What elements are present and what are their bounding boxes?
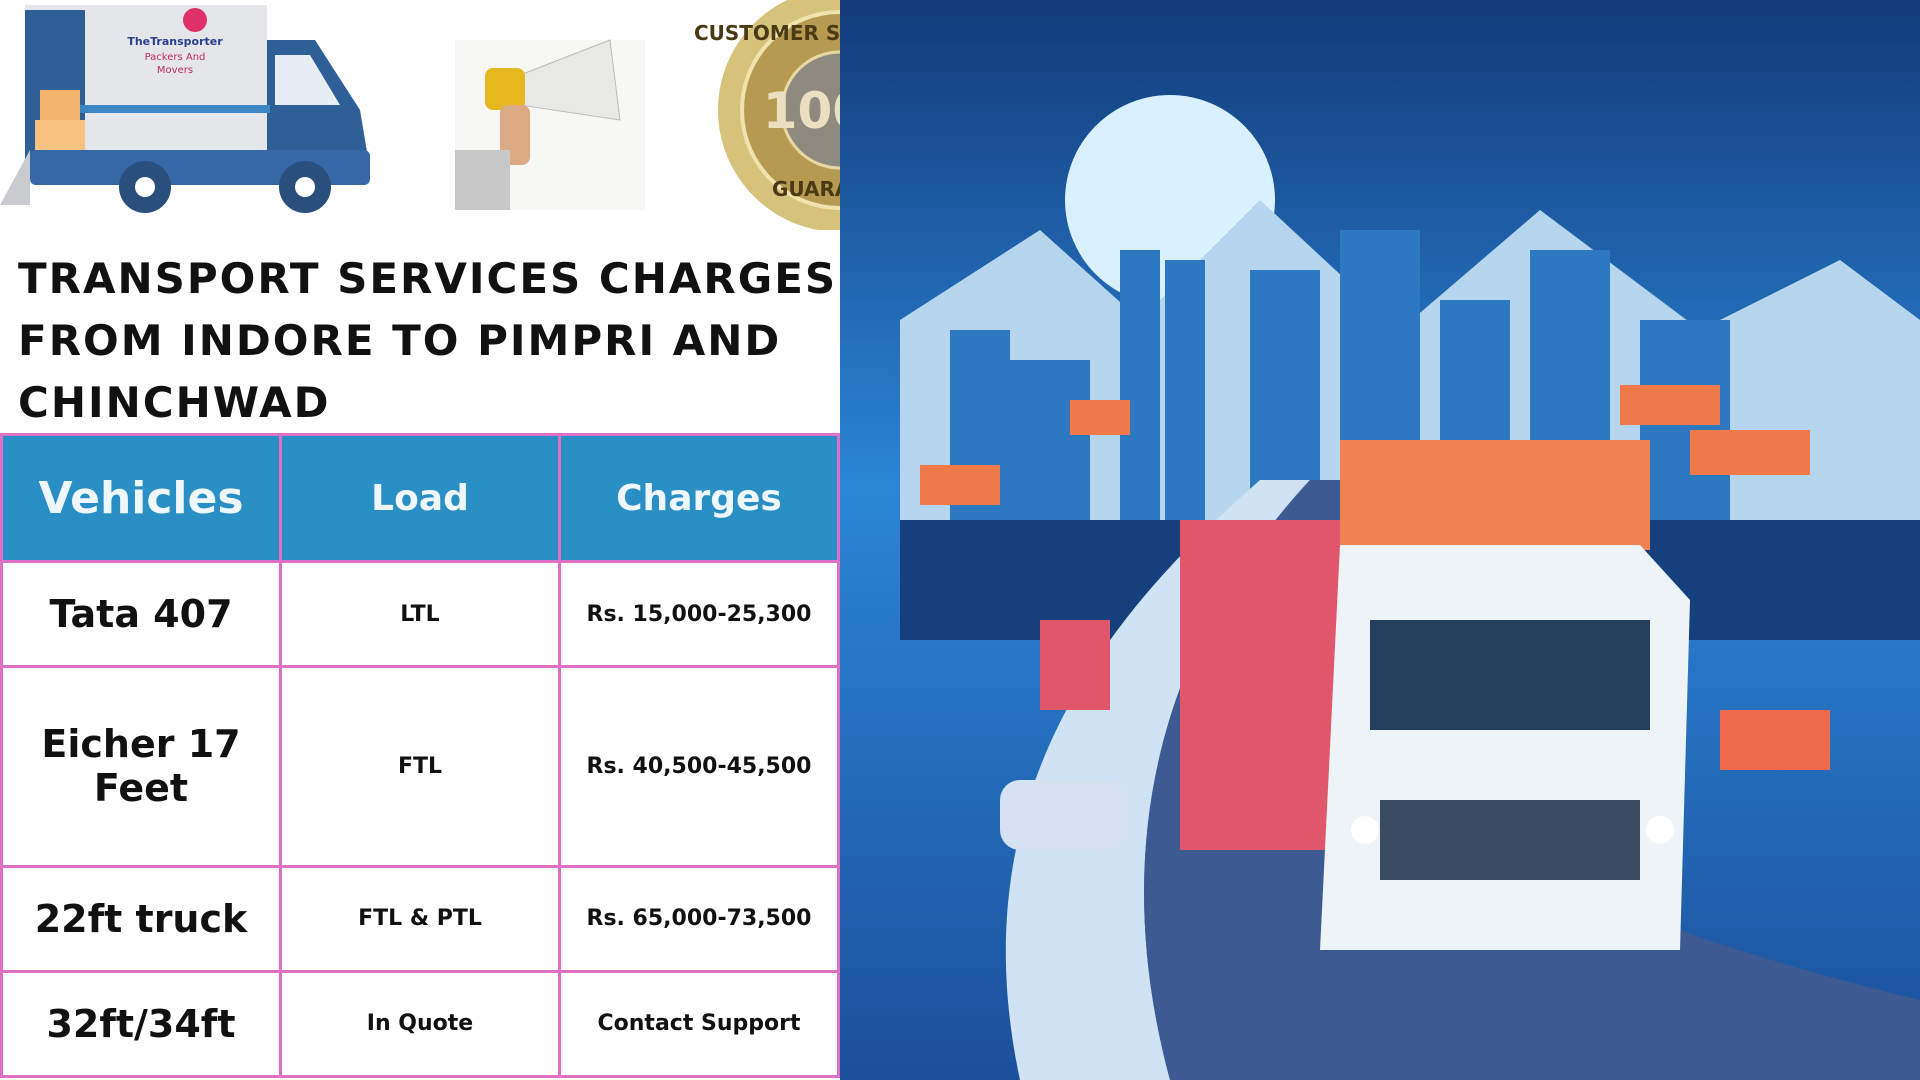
table-cell: Eicher 17 Feet [0,665,282,868]
table-cell: FTL & PTL [279,864,561,973]
table-cell: Rs. 15,000-25,300 [558,559,840,669]
logo-line: TheTransporter [127,35,223,48]
column-header: Charges [558,433,840,563]
price-table: Vehicles Load Charges Tata 407 LTL Rs. 15,00… [0,433,840,1079]
badge-text: GUARANTEE [772,177,840,201]
top-images: TheTransporter Packers And Movers CUSTOM… [0,0,840,230]
table-cell: Rs. 40,500-45,500 [558,665,840,868]
column-header: Load [279,433,561,563]
logo-line: Movers [157,65,193,76]
logo-line: Packers And [145,52,206,63]
illustration [840,0,1920,1080]
table-row: Eicher 17 Feet FTL Rs. 40,500-45,500 [0,665,840,868]
table-cell: 22ft truck [0,864,282,973]
header-row: Vehicles Load Charges [0,433,840,563]
table-cell: FTL [279,665,561,868]
guarantee-badge: CUSTOMER SATISFACTION 100% GUARANTEE [694,0,840,230]
page-title: TRANSPORT SERVICES CHARGES FROM INDORE T… [18,254,838,427]
table-cell: 32ft/34ft [0,969,282,1079]
truck-illustration: TheTransporter Packers And Movers [0,5,370,213]
left-panel: TheTransporter Packers And Movers CUSTOM… [0,0,840,1080]
table-cell: Contact Support [558,969,840,1079]
column-header: Vehicles [0,433,282,563]
table-row: 32ft/34ft In Quote Contact Support [0,969,840,1079]
table-cell: Tata 407 [0,559,282,669]
table-cell: Rs. 65,000-73,500 [558,864,840,973]
table-row: 22ft truck FTL & PTL Rs. 65,000-73,500 [0,864,840,973]
badge-text: CUSTOMER SATISFACTION [694,21,840,45]
megaphone [455,39,645,210]
table-cell: In Quote [279,969,561,1079]
badge-text: 100% [763,82,840,140]
table-row: Tata 407 LTL Rs. 15,000-25,300 [0,559,840,669]
table-cell: LTL [279,559,561,669]
